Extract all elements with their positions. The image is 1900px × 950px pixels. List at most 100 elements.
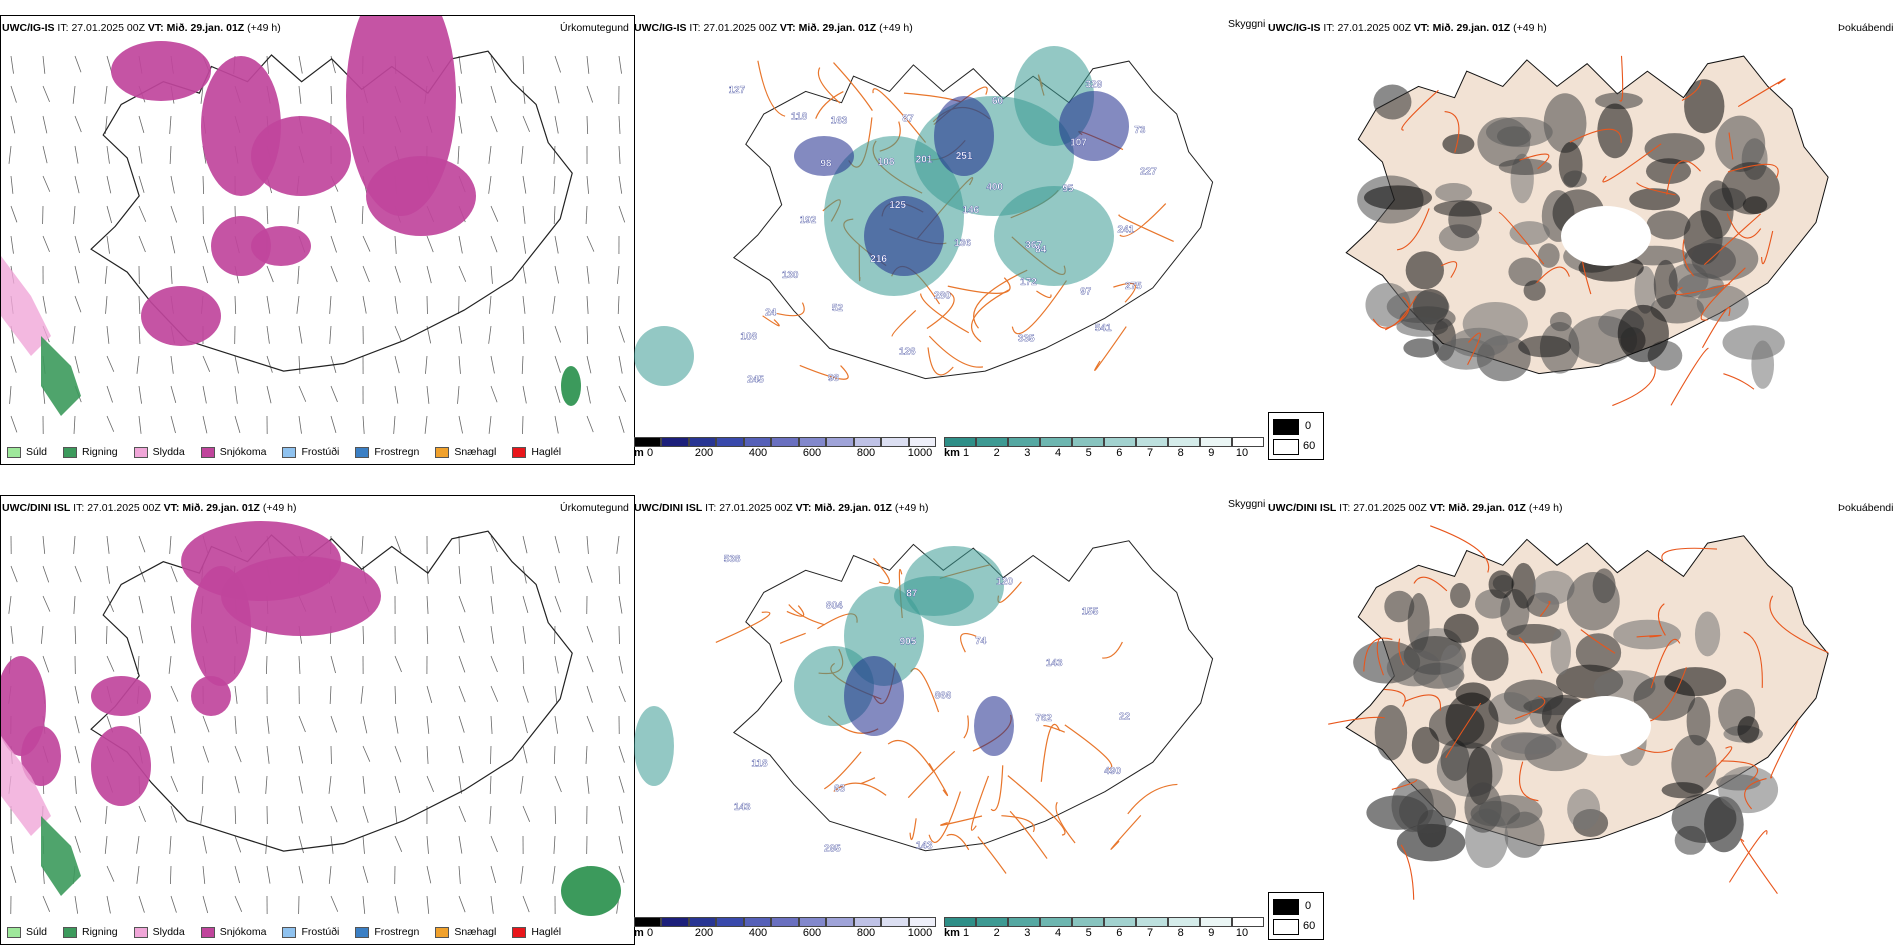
wind-barb <box>234 895 243 912</box>
wind-barb <box>552 865 556 884</box>
fog-patch <box>1511 562 1536 609</box>
road <box>1728 132 1734 160</box>
road <box>891 310 917 337</box>
wind-barbs <box>8 55 627 435</box>
wind-barb <box>522 535 528 554</box>
road <box>919 293 970 334</box>
legend-swatch <box>282 926 297 938</box>
wind-barb <box>586 565 593 583</box>
road <box>1043 725 1065 733</box>
wind-barb <box>554 715 559 734</box>
wind-barb <box>138 535 146 553</box>
road <box>1743 631 1763 688</box>
road <box>786 605 805 617</box>
colorbar-segment <box>634 917 662 927</box>
wind-barb <box>586 355 592 374</box>
fog-patch <box>1567 788 1601 830</box>
fog-patch <box>1550 628 1572 675</box>
legend-swatch <box>355 446 370 458</box>
wind-barb <box>106 895 111 914</box>
wind-barb <box>458 625 465 643</box>
wind-barb <box>138 295 141 314</box>
wind-barb <box>394 655 402 673</box>
wind-barb <box>394 565 398 584</box>
road <box>946 833 970 851</box>
wind-barb <box>425 355 428 374</box>
wind-barb <box>106 205 113 224</box>
wind-barb <box>490 625 495 644</box>
fog-map-bottom <box>1266 516 1900 926</box>
header-precip-bottom: UWC/DINI ISL IT: 27.01.2025 00Z VT: Mið.… <box>2 502 296 514</box>
visibility-value: 130 <box>782 270 799 281</box>
wind-barb <box>297 205 300 224</box>
wind-barb <box>522 895 530 913</box>
km-tick: 9 <box>1208 447 1215 459</box>
wind-barb <box>170 235 176 254</box>
fog-patch <box>1575 633 1622 672</box>
fog-patch <box>1518 335 1572 358</box>
wind-barb <box>42 175 51 192</box>
wind-barb <box>394 265 401 283</box>
fog-legend-bottom: 0 60 <box>1268 892 1324 940</box>
road <box>1398 638 1405 666</box>
wind-barb <box>138 715 142 734</box>
wind-barb <box>330 265 338 283</box>
fog-patch <box>1509 221 1551 245</box>
visibility-value: 125 <box>889 200 906 211</box>
km-tick: 2 <box>993 447 1000 459</box>
colorbar-segment <box>1232 437 1264 447</box>
wind-barb <box>490 895 494 914</box>
wind-barb <box>522 625 526 644</box>
fog-shading <box>1357 79 1785 389</box>
wind-barb <box>266 325 270 344</box>
legend-swatch <box>63 446 78 458</box>
legend-swatch <box>200 926 215 938</box>
legend-swatch <box>435 926 450 938</box>
wind-barb <box>170 685 179 702</box>
visibility-value: 329 <box>1086 79 1103 90</box>
wind-barb <box>618 835 624 854</box>
legend-label: Rigning <box>82 926 118 938</box>
road <box>1396 208 1430 251</box>
visibility-value: 24 <box>765 308 777 319</box>
wind-barb <box>42 895 51 912</box>
visibility-value: 192 <box>800 215 817 226</box>
wind-barb <box>202 415 208 434</box>
visibility-value: 275 <box>1125 281 1142 292</box>
wind-barb <box>298 835 304 854</box>
wind-barb <box>458 655 466 673</box>
it-label: IT: <box>1339 502 1351 514</box>
wind-barb <box>362 625 365 644</box>
wind-barb <box>105 295 108 314</box>
meters-tick: 400 <box>748 447 768 459</box>
wind-barb <box>426 235 434 253</box>
fog-legend-white <box>1273 439 1299 455</box>
visibility-value: 143 <box>734 802 751 813</box>
visibility-value: 118 <box>751 759 768 770</box>
visibility-value: 541 <box>1095 323 1112 334</box>
road <box>1740 838 1778 895</box>
wind-barb <box>586 655 594 673</box>
header-fog-top: UWC/IG-IS IT: 27.01.2025 00Z VT: Mið. 29… <box>1268 22 1547 34</box>
fog-patch <box>1365 282 1411 327</box>
wind-barb <box>73 415 76 434</box>
road <box>1723 373 1755 390</box>
wind-barb <box>394 535 402 553</box>
fog-patch <box>1399 788 1457 834</box>
wind-barb <box>104 265 108 284</box>
wind-barb <box>170 895 177 913</box>
wind-barb <box>330 235 337 253</box>
wind-barb <box>106 355 115 372</box>
road <box>1657 603 1666 636</box>
wind-barb <box>458 835 463 854</box>
colorbar-segment <box>1168 437 1200 447</box>
wind-barb <box>10 235 14 254</box>
wind-barb <box>426 775 434 793</box>
wind-barb <box>362 415 365 434</box>
visibility-value: 74 <box>975 636 987 647</box>
wind-barb <box>42 145 48 164</box>
wind-barb <box>201 775 204 794</box>
wind-barb <box>42 595 51 612</box>
legend-label: Snjókoma <box>219 446 267 458</box>
fog-patch <box>1405 251 1444 290</box>
